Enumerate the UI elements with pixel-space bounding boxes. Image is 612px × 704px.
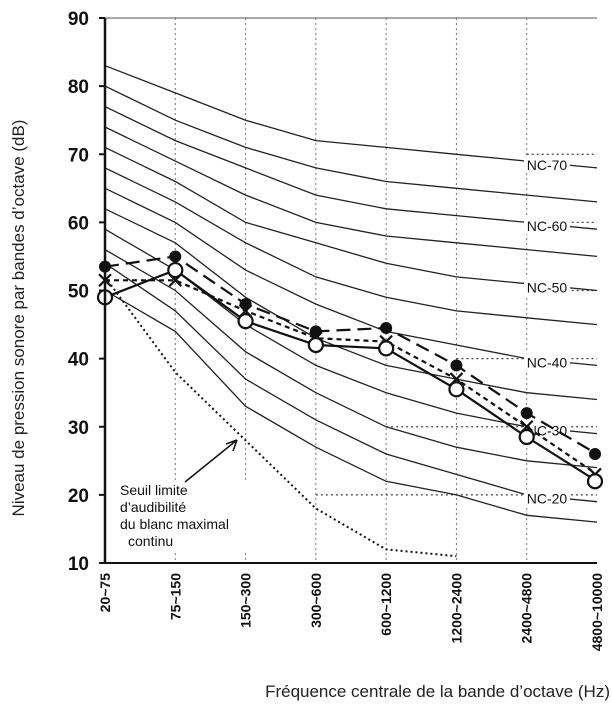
open-circle-point [448,381,465,398]
open-circle-point [167,261,184,279]
x-tick-label: 300~600 [308,573,324,628]
x-tick-label: 150~300 [238,573,254,628]
nc-label-background [524,353,570,371]
nc-curve [104,208,598,401]
y-tick-label: 90 [68,9,89,30]
threshold-label-line: d’audibilité [120,499,186,515]
nc-curve [104,146,598,292]
threshold-label-line: Seuil limite [120,482,188,498]
y-tick-label: 60 [68,213,89,234]
open-circle-point [518,428,535,446]
x-tick-label: 75~150 [167,573,183,620]
filled-circle-point [520,407,533,420]
y-tick-label: 10 [68,554,89,575]
nc-curve [104,187,598,367]
nc-curve [104,126,598,258]
y-tick-label: 20 [68,486,89,507]
y-axis-label: Niveau de pression sonore par bandes d’o… [9,120,28,517]
filled-circle-point [239,298,252,311]
nc-curve [104,106,598,230]
nc-label-background [524,155,570,173]
nc-curve [104,167,598,326]
measurement-series-line [104,255,598,455]
filled-circle-point [169,250,182,263]
filled-circle-point [309,325,322,338]
open-circle-point [307,336,324,354]
threshold-label-line: du blanc maximal [120,516,229,532]
measurement-series-line [105,279,598,476]
nc-curve [104,85,598,203]
filled-circle-point [589,448,601,460]
measurement-series-line [104,268,598,483]
open-circle-point [237,313,254,330]
open-circle-point [378,340,395,357]
open-circle-point [586,473,604,490]
nc-curve-label: NC-20 [527,491,568,507]
nc-curve-label: NC-70 [527,157,568,173]
filled-circle-point [450,359,463,372]
y-tick-label: 70 [68,145,89,166]
nc-curve [104,262,598,503]
nc-label-background [524,489,570,507]
x-tick-label: 20~75 [97,573,113,613]
filled-circle-point [380,321,393,334]
x-tick-label: 1200~2400 [448,573,464,644]
y-tick-label: 30 [68,418,89,439]
nc-curve-label: NC-40 [527,354,568,370]
nc-label-background [524,421,570,439]
axis-layer: 10 20 30 40 50 60 70 80 90 20~75 75~150 150~300 300~… [68,9,605,651]
threshold-label-line: continu [128,533,173,549]
nc-curve [104,289,598,523]
nc-label-background [524,217,570,235]
threshold-curve [104,276,457,558]
nc-curve [104,249,598,469]
annotation-arrow-shaft [184,439,238,483]
nc-curve-label: NC-60 [527,218,568,234]
x-tick-label: 4800~10000 [589,573,605,651]
y-tick-label: 80 [68,77,89,98]
annotation-background [116,481,276,551]
y-tick-label: 50 [68,282,89,303]
x-axis-label: Fréquence centrale de la bande d’octave … [265,682,610,701]
nc-curve [104,65,598,169]
y-tick-label: 40 [68,350,89,371]
x-tick-label: 2400~4800 [519,573,535,644]
x-tick-label: 600~1200 [378,573,394,636]
nc-curve-label: NC-50 [527,280,568,296]
nc-label-background [524,278,570,296]
annotation-arrow-head [225,439,238,452]
